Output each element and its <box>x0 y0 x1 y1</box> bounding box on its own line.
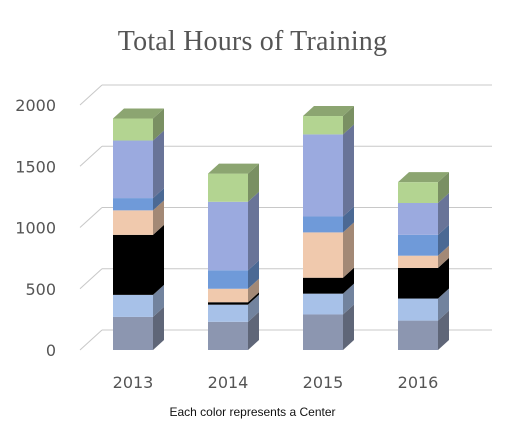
gridline-depth <box>79 84 103 106</box>
bar-segment <box>398 234 438 256</box>
bar-segment <box>303 134 343 217</box>
bar-segment <box>113 140 153 199</box>
bar-segment <box>303 277 343 294</box>
bar-segment-side <box>248 260 259 289</box>
bar-segment-side <box>343 206 354 233</box>
bar-segment-side <box>248 294 259 322</box>
bar-segment-side <box>248 292 259 305</box>
bar-segment <box>398 182 438 203</box>
bar-segment <box>303 216 343 233</box>
bar-segment <box>303 293 343 315</box>
bar-segment-side <box>153 200 164 235</box>
bar-segment-side <box>153 306 164 350</box>
bar-segment-side <box>343 267 354 294</box>
bar-segment <box>113 234 153 295</box>
chart-note: Each color represents a Center <box>169 405 336 419</box>
bar-segment <box>398 320 438 350</box>
bar-segment-side <box>248 163 259 202</box>
bar-segment-side <box>343 106 354 135</box>
y-tick-label: 1500 <box>15 157 56 176</box>
bar-segment <box>208 201 248 271</box>
bar-segment <box>398 203 438 235</box>
bar-segment <box>398 267 438 299</box>
bar-segment-side <box>438 288 449 321</box>
x-tick-label: 2016 <box>398 373 439 392</box>
bar-segment-side <box>438 310 449 350</box>
bar-segment <box>208 288 248 303</box>
bar-segment-side <box>153 188 164 211</box>
bar-segment <box>113 210 153 235</box>
bar-segment <box>113 118 153 141</box>
bar-segment-side <box>153 108 164 141</box>
bar-segment-side <box>153 284 164 317</box>
gridline-depth <box>79 145 103 167</box>
y-tick-label: 0 <box>46 341 56 360</box>
chart-title: Total Hours of Training <box>117 26 388 57</box>
bar-top-face <box>303 106 354 117</box>
bar-segment <box>208 321 248 350</box>
bar-segment-side <box>248 278 259 303</box>
bar-top-face <box>208 163 259 174</box>
bar-segment-side <box>438 245 449 268</box>
bar-top-face <box>113 108 164 119</box>
x-tick-label: 2014 <box>208 373 249 392</box>
gridline-depth <box>79 268 103 290</box>
y-tick-label: 500 <box>25 280 56 299</box>
bar-segment <box>398 255 438 268</box>
x-tick-label: 2015 <box>303 373 344 392</box>
bar-segment-side <box>343 283 354 315</box>
bar-segment-side <box>438 224 449 256</box>
y-tick-label: 1000 <box>15 219 56 238</box>
gridline-depth <box>79 329 103 351</box>
x-tick-label: 2013 <box>113 373 154 392</box>
bar-segment-side <box>248 311 259 350</box>
bar-segment <box>208 173 248 202</box>
bar-segment <box>303 232 343 278</box>
y-tick-label: 2000 <box>15 96 56 115</box>
bar-segment-side <box>343 304 354 350</box>
bar-segment-side <box>248 191 259 271</box>
bar-segment-side <box>343 124 354 217</box>
bar-segment-side <box>438 257 449 299</box>
bar-segment <box>113 294 153 317</box>
gridline-depth <box>79 207 103 228</box>
bar-segment <box>208 304 248 322</box>
bar-segment-side <box>153 130 164 199</box>
bar-segment <box>113 316 153 350</box>
bar-segment <box>113 198 153 211</box>
bar-segment-side <box>438 172 449 203</box>
bar-segment <box>398 298 438 321</box>
bar-segment-side <box>153 224 164 295</box>
bar-segment-side <box>438 193 449 235</box>
bar-top-face <box>398 172 449 183</box>
bar-segment <box>303 314 343 350</box>
bar-segment <box>303 116 343 135</box>
bar-segment <box>208 302 248 305</box>
bar-segment <box>208 270 248 289</box>
bar-segment-side <box>343 222 354 278</box>
